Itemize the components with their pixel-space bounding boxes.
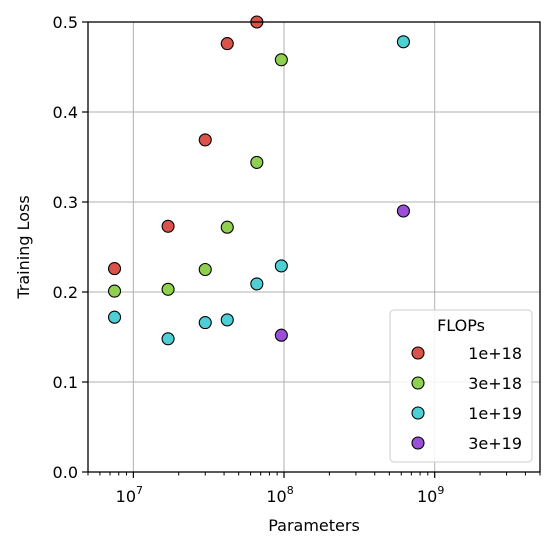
y-tick-label: 0.2 xyxy=(53,283,78,302)
legend-marker xyxy=(411,376,425,390)
x-tick-label: 107 xyxy=(116,484,143,506)
x-tick-exponent: 9 xyxy=(437,484,444,497)
legend-title: FLOPs xyxy=(437,316,485,335)
legend-marker xyxy=(411,406,425,420)
x-tick-exponent: 7 xyxy=(136,484,143,497)
legend: FLOPs 1e+18 3e+18 1e+19 3e+19 xyxy=(389,309,533,463)
data-point xyxy=(274,328,288,342)
legend-label: 1e+18 xyxy=(468,344,522,363)
data-point xyxy=(220,313,234,327)
legend-label: 1e+19 xyxy=(468,404,522,423)
data-point xyxy=(396,204,410,218)
data-point xyxy=(107,262,122,276)
legend-marker xyxy=(411,436,425,450)
x-tick-label: 109 xyxy=(417,484,444,506)
data-point xyxy=(220,37,234,51)
data-point xyxy=(161,219,175,233)
x-tick-label: 108 xyxy=(266,484,293,506)
legend-label: 3e+18 xyxy=(468,374,522,393)
data-point xyxy=(161,282,175,296)
data-point xyxy=(220,220,234,234)
data-point xyxy=(250,277,264,291)
data-point xyxy=(198,262,212,277)
data-points xyxy=(107,15,410,346)
data-point xyxy=(274,259,288,273)
data-point xyxy=(396,35,410,49)
y-tick-label: 0.0 xyxy=(53,463,78,482)
legend-box xyxy=(389,309,533,463)
x-tick-base: 10 xyxy=(266,487,286,506)
y-tick-label: 0.3 xyxy=(53,193,78,212)
data-point xyxy=(107,310,122,324)
data-point xyxy=(198,133,212,147)
legend-label: 3e+19 xyxy=(468,434,522,453)
x-tick-base: 10 xyxy=(116,487,136,506)
y-tick-label: 0.4 xyxy=(53,103,78,122)
x-tick-base: 10 xyxy=(417,487,437,506)
data-point xyxy=(274,53,288,67)
legend-marker xyxy=(411,346,425,360)
plot-frame xyxy=(87,21,541,473)
y-axis-title: Training Loss xyxy=(14,195,33,299)
y-tick-label: 0.1 xyxy=(53,373,78,392)
data-point xyxy=(161,332,175,346)
x-tick-exponent: 8 xyxy=(287,484,294,497)
data-point xyxy=(250,155,264,169)
data-point xyxy=(198,316,212,330)
data-point xyxy=(107,284,122,298)
y-tick-label: 0.5 xyxy=(53,13,78,32)
x-axis-title: Parameters xyxy=(268,516,360,535)
